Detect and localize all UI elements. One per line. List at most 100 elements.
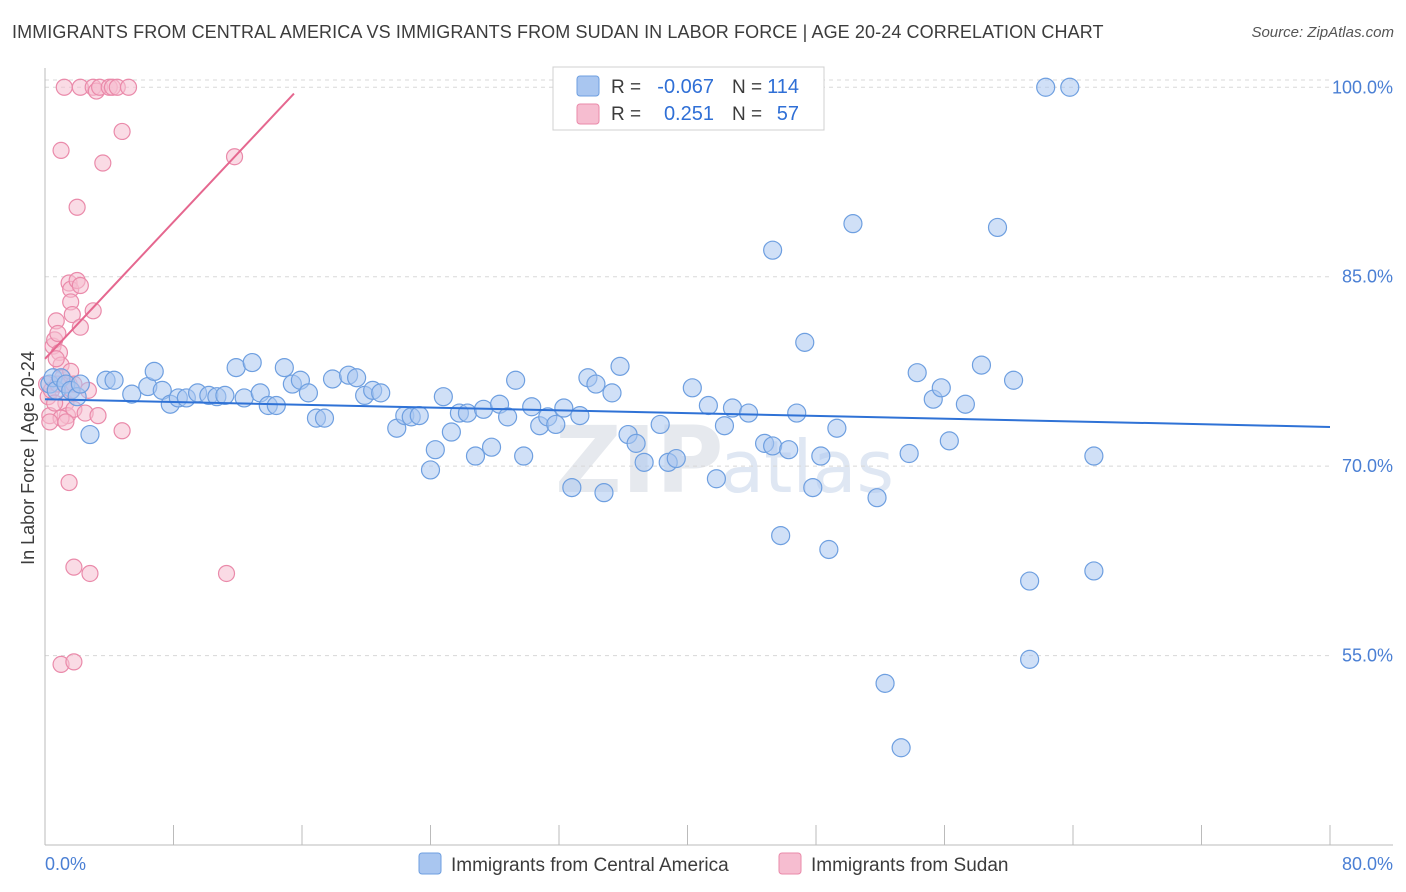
central-america-point (314, 408, 335, 428)
sudan-point (89, 407, 107, 425)
central-america-point (80, 424, 100, 445)
x-tick-label: 80.0% (1342, 854, 1393, 874)
y-axis-title: In Labor Force | Age 20-24 (18, 351, 38, 565)
central-america-point (706, 469, 727, 489)
central-america-point (899, 443, 919, 464)
central-america-point (498, 407, 518, 427)
central-america-point (347, 368, 367, 388)
legend-swatch-blue (576, 75, 600, 97)
sudan-point (63, 305, 81, 324)
correlation-legend: R = -0.067 N = 114 R = 0.251 N = 57 (552, 66, 825, 131)
central-america-point (425, 440, 445, 460)
central-america-point (226, 358, 246, 378)
central-america-point (971, 355, 992, 375)
central-america-point (843, 214, 863, 234)
legend-n-value-2: 57 (777, 103, 799, 125)
sudan-point (84, 302, 102, 320)
central-america-point (763, 436, 783, 456)
central-america-point (433, 387, 453, 407)
sudan-point (68, 198, 86, 216)
central-america-point (1020, 649, 1040, 669)
central-america-point (1020, 571, 1040, 591)
series-legend-label-sudan: Immigrants from Sudan (811, 855, 1008, 876)
central-america-point (771, 525, 791, 546)
central-america-point (1084, 561, 1104, 581)
central-america-point (939, 431, 959, 451)
central-america-point (1060, 77, 1080, 97)
central-america-point (298, 383, 319, 403)
central-america-point (891, 738, 911, 758)
central-america-point (682, 378, 702, 398)
legend-swatch-pink (576, 103, 600, 125)
legend-r-label-2: R = (611, 104, 641, 125)
legend-n-label-1: N = (732, 77, 762, 98)
legend-r-label-1: R = (611, 77, 641, 98)
sudan-point (71, 318, 89, 336)
central-america-point (594, 483, 614, 503)
axes (44, 68, 1393, 846)
central-america-point (626, 433, 646, 453)
central-america-point (955, 394, 975, 414)
central-america-point (1084, 446, 1104, 466)
central-america-point (803, 477, 823, 498)
x-tick-labels: 0.0% 80.0% (45, 854, 1393, 874)
central-america-point (144, 361, 164, 382)
legend-r-value-2: 0.251 (664, 103, 714, 125)
sudan-point (65, 653, 83, 671)
central-america-point (819, 539, 839, 560)
y-tick-labels: 55.0% 70.0% 85.0% 100.0% (1332, 77, 1393, 665)
central-america-point (650, 414, 670, 435)
central-america-point (666, 448, 686, 469)
sudan-point (113, 422, 131, 440)
y-tick-label: 100.0% (1332, 77, 1393, 97)
central-america-points (40, 77, 1104, 758)
sudan-point (81, 564, 99, 583)
central-america-point (215, 385, 235, 406)
central-america-point (931, 378, 951, 398)
central-america-point (610, 356, 630, 376)
sudan-point (49, 324, 67, 343)
series-legend-swatch-pink (778, 852, 802, 875)
series-legend-label-central-america: Immigrants from Central America (451, 855, 729, 876)
central-america-point (602, 383, 622, 403)
central-america-point (522, 397, 542, 417)
chart-title: IMMIGRANTS FROM CENTRAL AMERICA VS IMMIG… (12, 22, 1104, 42)
central-america-point (371, 383, 391, 403)
central-america-point (266, 395, 286, 416)
sudan-point (41, 413, 59, 431)
central-america-trend-line (44, 398, 1331, 428)
central-america-point (122, 384, 142, 404)
sudan-point (119, 78, 138, 96)
sudan-point (57, 413, 75, 431)
central-america-point (562, 477, 582, 498)
y-tick-label: 85.0% (1342, 267, 1393, 287)
central-america-point (714, 416, 735, 436)
sudan-point (47, 350, 65, 368)
central-america-point (104, 370, 124, 390)
central-america-point (457, 403, 478, 423)
central-america-point (242, 352, 262, 373)
central-america-point (827, 418, 847, 438)
legend-r-value-1: -0.067 (657, 76, 714, 98)
x-tick-label: 0.0% (45, 854, 86, 874)
central-america-point (795, 332, 815, 352)
central-america-point (546, 414, 566, 435)
central-america-point (514, 446, 534, 466)
central-america-point (867, 488, 887, 508)
central-america-point (634, 452, 654, 472)
trend-lines (44, 92, 1331, 428)
sudan-point (55, 78, 73, 96)
legend-n-label-2: N = (732, 104, 762, 125)
central-america-point (465, 446, 486, 466)
legend-n-value-1: 114 (767, 76, 799, 98)
central-america-point (1003, 370, 1024, 390)
central-america-point (811, 446, 831, 466)
watermark: ZIP atlas (555, 407, 894, 514)
central-america-point (875, 673, 895, 693)
central-america-point (70, 374, 90, 394)
sudan-point (217, 564, 236, 583)
central-america-point (481, 437, 502, 457)
central-america-point (409, 406, 429, 426)
y-tick-label: 55.0% (1342, 646, 1393, 666)
